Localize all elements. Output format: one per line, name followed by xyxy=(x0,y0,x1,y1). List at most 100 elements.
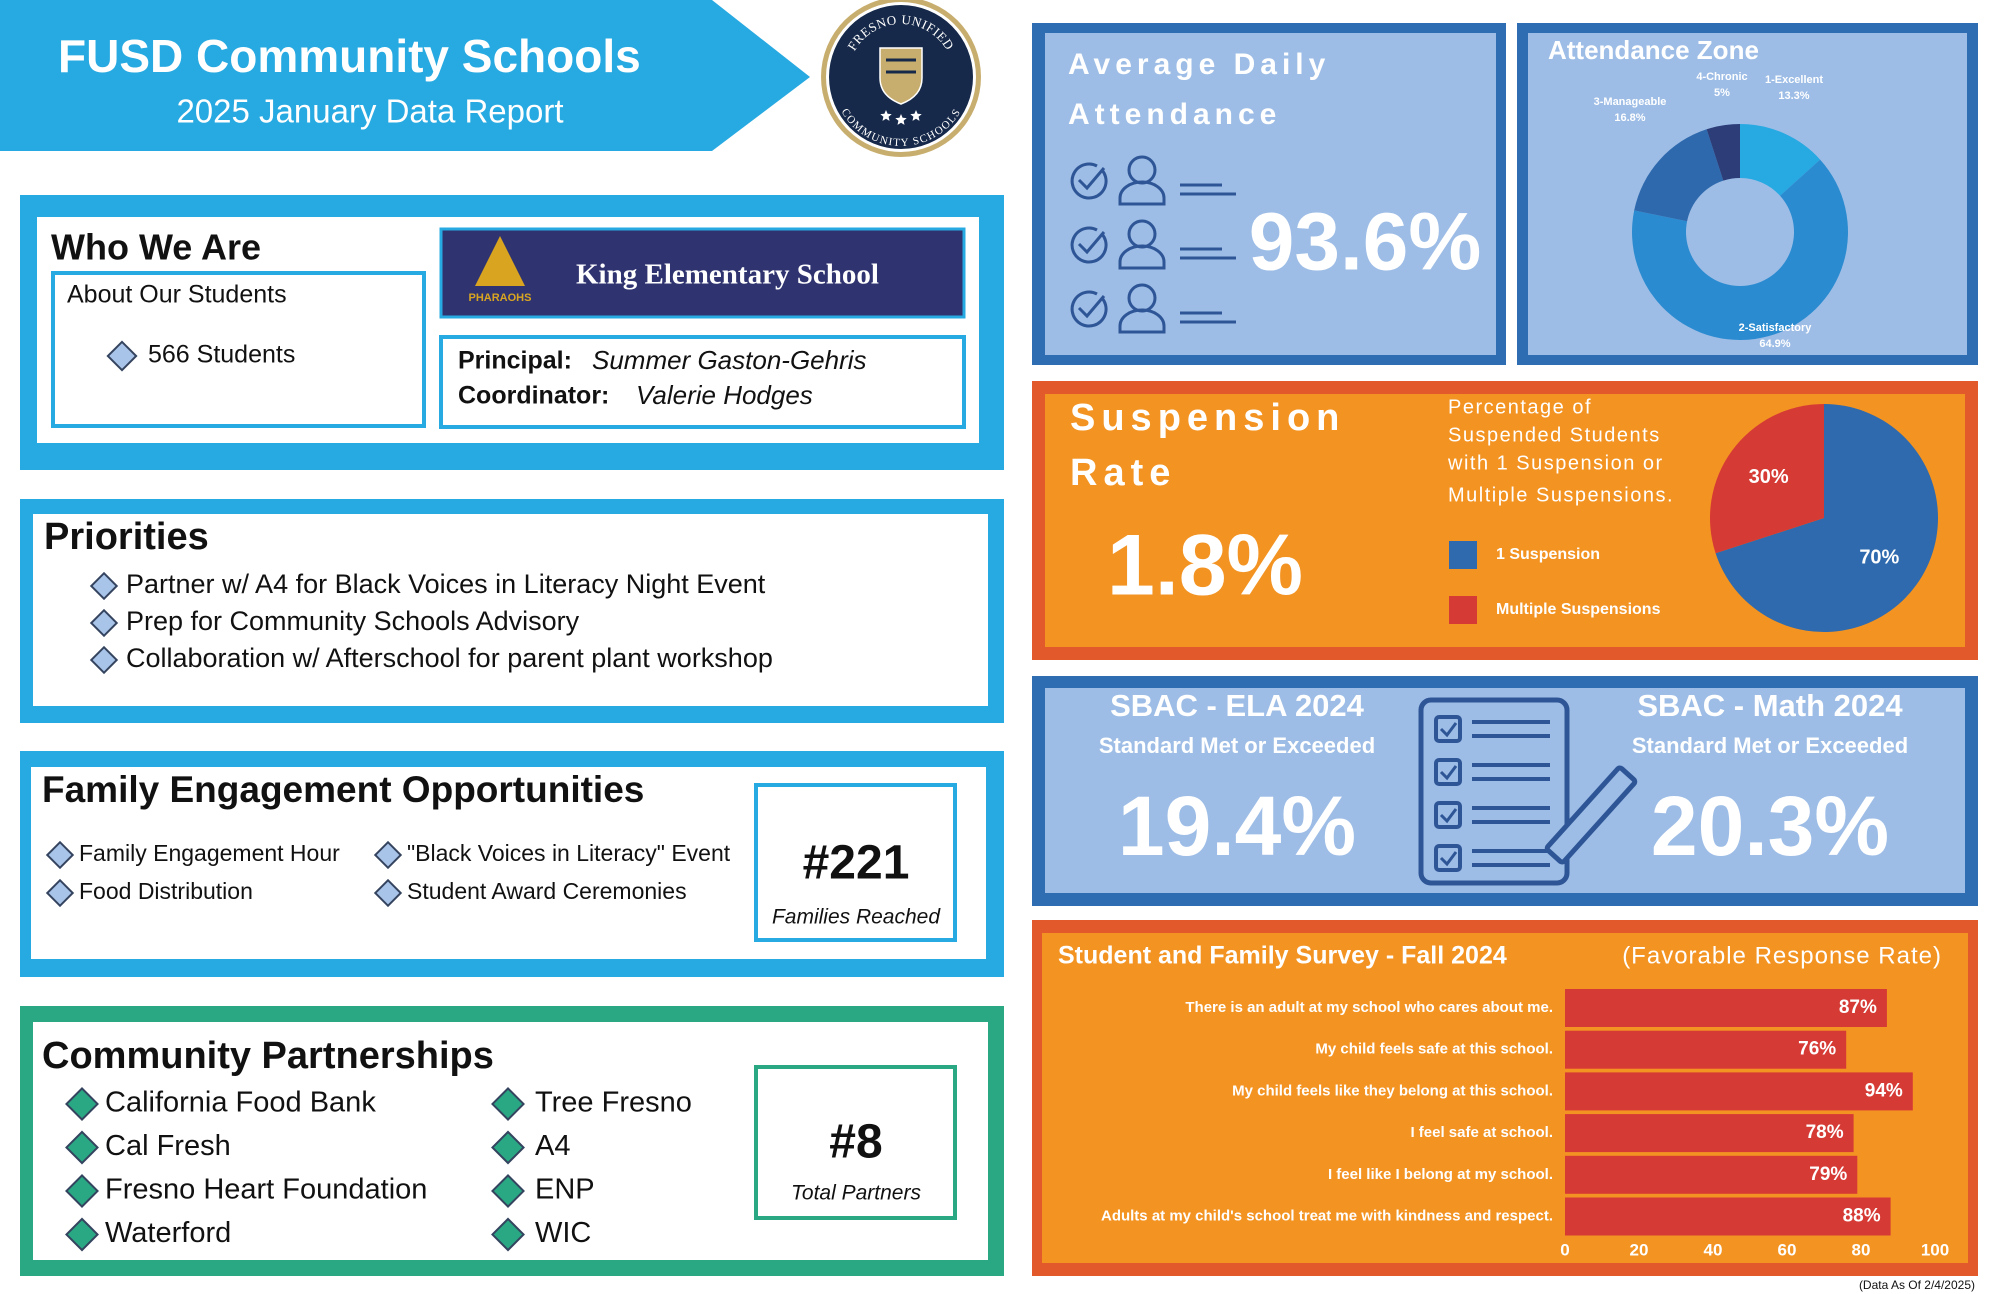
bar xyxy=(1565,1114,1854,1153)
slice xyxy=(1706,124,1740,181)
count-label: Total Partners xyxy=(791,1182,921,1205)
bar xyxy=(1565,1197,1891,1236)
chart-subtitle: with 1 Suspension or xyxy=(1447,452,1664,474)
bullet-diamond xyxy=(106,340,138,372)
header-title: FUSD Community Schools xyxy=(58,30,641,82)
bullet-diamond xyxy=(65,1174,99,1208)
priority-item: Partner w/ A4 for Black Voices in Litera… xyxy=(126,569,766,599)
slice-value-label: 64.9% xyxy=(1759,338,1790,350)
icon-checkbox xyxy=(1434,844,1462,872)
section-title: Community Partnerships xyxy=(42,1035,494,1077)
chart-subtitle: Multiple Suspensions. xyxy=(1448,484,1674,506)
bullet-diamond xyxy=(89,645,119,675)
bullet-diamond xyxy=(89,608,119,638)
slice-label: 2-Satisfactory xyxy=(1739,322,1813,334)
priority-item: Prep for Community Schools Advisory xyxy=(126,606,580,636)
engagement-item: "Black Voices in Literacy" Event xyxy=(407,840,731,866)
icon-person xyxy=(1118,180,1166,206)
x-tick-label: 0 xyxy=(1560,1240,1569,1259)
partner-item: ENP xyxy=(535,1174,595,1206)
x-tick-label: 40 xyxy=(1704,1240,1723,1259)
card-title: Average Daily xyxy=(1068,48,1330,81)
bullet-diamond xyxy=(65,1087,99,1121)
bar-category-label: Adults at my child's school treat me wit… xyxy=(1101,1207,1553,1224)
legend-label: 1 Suspension xyxy=(1496,546,1600,563)
icon-check xyxy=(1077,167,1106,191)
about-box xyxy=(51,271,426,428)
bullet-diamond xyxy=(45,878,75,908)
icon-checkmark xyxy=(1439,808,1458,824)
bar-category-label: I feel safe at school. xyxy=(1410,1124,1553,1141)
icon-checkmark xyxy=(1439,851,1458,867)
attendance-value: 93.6% xyxy=(1249,197,1482,288)
logo-star xyxy=(895,114,907,125)
icon-check xyxy=(1077,231,1106,255)
icon-person xyxy=(1118,244,1166,270)
partner-item: California Food Bank xyxy=(105,1087,376,1119)
student-count: 566 Students xyxy=(148,341,295,369)
section-title: Family Engagement Opportunities xyxy=(42,769,644,810)
x-tick-label: 100 xyxy=(1921,1240,1949,1259)
school-banner xyxy=(439,227,966,319)
engagement-item: Student Award Ceremonies xyxy=(407,878,687,904)
slice-value-label: 30% xyxy=(1749,466,1789,488)
count-value: #8 xyxy=(829,1116,882,1169)
icon-checkmark xyxy=(1439,765,1458,781)
sbac-value: 20.3% xyxy=(1651,779,1889,873)
bullet-diamond xyxy=(45,840,75,870)
engagement-item: Family Engagement Hour xyxy=(79,840,340,866)
bullet-diamond xyxy=(491,1174,525,1208)
bar xyxy=(1565,989,1887,1027)
bar-category-label: I feel like I belong at my school. xyxy=(1328,1166,1553,1183)
engagement-item: Food Distribution xyxy=(79,878,253,904)
bullet-diamond xyxy=(65,1217,99,1252)
coordinator-name: Valerie Hodges xyxy=(636,380,813,410)
partner-item: Waterford xyxy=(105,1217,231,1249)
logo-shield-detail xyxy=(886,58,916,74)
logo-star xyxy=(880,110,892,121)
count-value: #221 xyxy=(803,837,910,890)
bar-value-label: 79% xyxy=(1809,1164,1847,1185)
slice-label: 4-Chronic xyxy=(1696,71,1747,83)
slice-label: 3-Manageable xyxy=(1594,96,1667,108)
slice-value-label: 13.3% xyxy=(1778,90,1809,102)
partner-item: WIC xyxy=(535,1217,591,1249)
bar-value-label: 76% xyxy=(1798,1039,1836,1060)
x-tick-label: 60 xyxy=(1778,1240,1797,1259)
slice xyxy=(1709,404,1824,554)
count-box xyxy=(754,783,957,942)
card-title: Rate xyxy=(1070,452,1176,494)
icon-person xyxy=(1118,308,1166,334)
slice-value-label: 5% xyxy=(1714,87,1730,99)
icon-checkmark xyxy=(1439,722,1458,738)
partner-item: Fresno Heart Foundation xyxy=(105,1174,427,1206)
school-mascot: PHARAOHS xyxy=(469,292,532,304)
sbac-subtitle: Standard Met or Exceeded xyxy=(1099,733,1375,758)
count-box xyxy=(754,1065,957,1220)
bullet-diamond xyxy=(491,1130,525,1165)
partner-item: Cal Fresh xyxy=(105,1130,231,1162)
staff-box xyxy=(439,335,966,429)
principal-name: Summer Gaston-Gehris xyxy=(592,345,867,375)
bullet-diamond xyxy=(373,840,403,870)
slice-label: 1-Excellent xyxy=(1765,74,1823,86)
card-title: Suspension xyxy=(1070,397,1345,439)
chart-title: Student and Family Survey - Fall 2024 xyxy=(1058,942,1507,970)
slice xyxy=(1715,404,1938,632)
partner-item: A4 xyxy=(535,1130,570,1162)
bullet-diamond xyxy=(491,1217,525,1252)
icon-pencil xyxy=(1544,765,1638,865)
sbac-title: SBAC - ELA 2024 xyxy=(1110,688,1365,723)
header-banner xyxy=(0,0,810,151)
slice-value-label: 70% xyxy=(1859,546,1899,568)
bullet-diamond xyxy=(373,878,403,908)
bar xyxy=(1565,1155,1858,1194)
bar-category-label: There is an adult at my school who cares… xyxy=(1185,999,1553,1016)
school-name: King Elementary School xyxy=(576,259,879,291)
slice xyxy=(1740,124,1821,196)
bar-value-label: 88% xyxy=(1843,1206,1881,1227)
bullet-diamond xyxy=(65,1130,99,1165)
bullet-diamond xyxy=(89,571,119,601)
